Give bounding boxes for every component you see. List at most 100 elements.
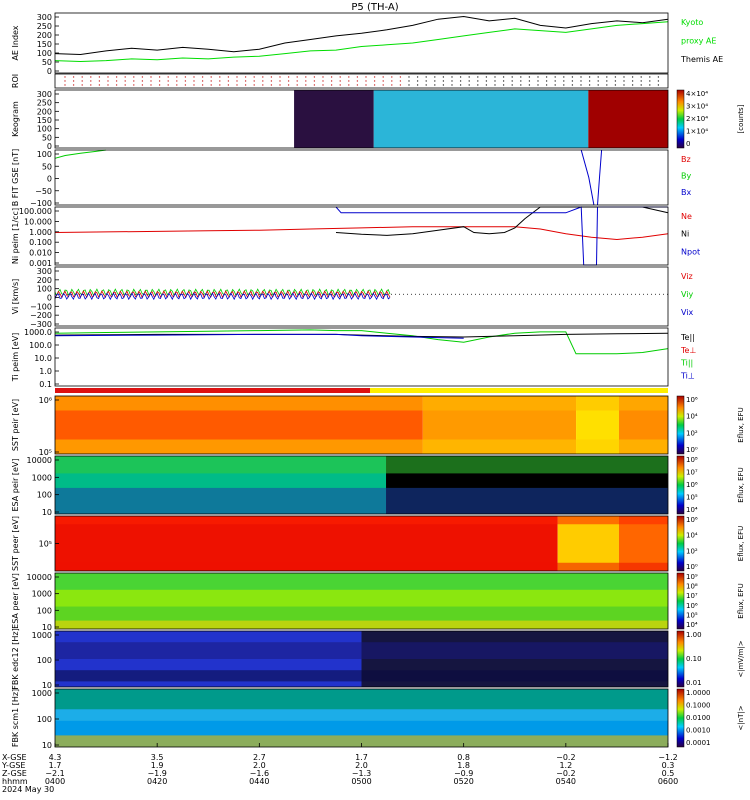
roi-dot xyxy=(98,80,101,82)
roi-dot xyxy=(442,76,445,78)
sst_ion-colorbar-tick: 10⁰ xyxy=(686,446,698,454)
bfield-legend-item: Bz xyxy=(681,155,691,164)
fbk_e-heat-band xyxy=(55,642,668,659)
roi-dot xyxy=(236,76,238,78)
density-series-line xyxy=(54,226,669,241)
fbk_b-heat-band xyxy=(55,720,668,736)
fbk_b-heat-band xyxy=(55,709,668,721)
esa_elec-colorbar-tick: 10⁴ xyxy=(686,621,698,629)
roi-dot xyxy=(502,84,505,86)
roi-dot xyxy=(330,84,333,86)
esa_elec-frame xyxy=(54,572,669,630)
density-ytick: 100.000 xyxy=(19,207,52,216)
temperature-legend-item: Ti|| xyxy=(680,359,693,368)
esa_ion-heat-band xyxy=(55,456,668,474)
roi-dot xyxy=(356,76,359,78)
roi-dot xyxy=(649,84,651,86)
bottom-tick-value: −0.9 xyxy=(454,769,473,778)
roi-dot xyxy=(545,80,548,82)
keogram-ytick: 50 xyxy=(42,133,52,142)
temperature-frame xyxy=(54,327,669,387)
keogram-colorbar-tick: 2×10⁴ xyxy=(686,115,708,123)
bottom-tick-value: 2.0 xyxy=(253,761,266,770)
roi-dot xyxy=(236,84,238,86)
esa_ion-colorbar-tick: 10⁴ xyxy=(686,506,698,514)
bottom-tick-value: −1.9 xyxy=(147,769,166,778)
bfield-ytick: 50 xyxy=(42,162,52,171)
roi-dot xyxy=(373,84,376,86)
roi-dot xyxy=(623,76,625,78)
roi-dot xyxy=(554,76,556,78)
fbk_e-ytick: 10 xyxy=(42,681,52,690)
keogram-ytick: 150 xyxy=(37,116,52,125)
density-ytick: 0.001 xyxy=(29,259,52,268)
ae-ytick: 300 xyxy=(37,13,52,22)
roi-dot xyxy=(193,84,195,86)
bfield-series-line xyxy=(580,149,595,206)
temperature-series-line xyxy=(54,329,669,355)
density-ylabel: Ni peim [1/cc] xyxy=(11,208,20,264)
roi-dot xyxy=(167,84,169,86)
esa_elec-ytick: 100 xyxy=(37,606,52,615)
roi-dot xyxy=(176,76,178,78)
esa_elec-colorbar-tick: 10⁹ xyxy=(686,573,698,581)
ae-series-line xyxy=(54,21,669,63)
roi-dot xyxy=(459,76,462,78)
roi-dot xyxy=(588,76,591,78)
fbk_b-colorbar-tick: 0.0001 xyxy=(686,739,711,747)
roi-dot xyxy=(201,84,204,86)
ae-frame xyxy=(54,12,669,74)
roi-dot xyxy=(537,84,539,86)
roi-dot xyxy=(296,80,298,82)
fbk_b-heat-band xyxy=(55,689,668,710)
roi-dot xyxy=(554,84,556,86)
roi-dot xyxy=(571,84,574,86)
roi-dot xyxy=(416,76,419,78)
roi-dot xyxy=(124,80,126,82)
roi-dot xyxy=(356,84,359,86)
roi-dot xyxy=(468,84,470,86)
roi-dot xyxy=(253,80,255,82)
roi-dot xyxy=(227,76,230,78)
keogram-colorbar-tick: 4×10⁴ xyxy=(686,90,708,98)
sst_ion-ytick: 10⁶ xyxy=(39,396,52,405)
mode-strip-yellow xyxy=(370,388,668,393)
velocity-legend-item: Viy xyxy=(681,290,694,299)
roi-dot xyxy=(98,84,101,86)
roi-dot xyxy=(614,84,617,86)
roi-dot xyxy=(158,76,161,78)
roi-dot xyxy=(657,76,660,78)
keogram-ylabel: Keogram xyxy=(11,101,20,137)
roi-dot xyxy=(262,76,264,78)
density-ytick: 1.000 xyxy=(29,228,52,237)
roi-dot xyxy=(502,76,505,78)
keogram-ytick: 300 xyxy=(37,90,52,99)
bottom-tick-value: 1.7 xyxy=(355,753,368,762)
bottom-tick-value: 0440 xyxy=(249,777,269,786)
bottom-tick-value: 4.3 xyxy=(49,753,62,762)
roi-dot xyxy=(520,80,522,82)
roi-dot xyxy=(571,76,574,78)
roi-dot xyxy=(339,80,341,82)
roi-dot xyxy=(227,80,230,82)
roi-dot xyxy=(339,84,341,86)
roi-dot xyxy=(210,76,212,78)
roi-dot xyxy=(279,76,281,78)
sst_elec-colorbar-tick: 10⁶ xyxy=(686,516,698,524)
sst_ion-colorbar-tick: 10⁴ xyxy=(686,413,698,421)
panel-keogram: 4×10⁴ 3×10⁴ 2×10⁴ 1×10⁴ 0 [counts] 30025020015… xyxy=(11,89,745,151)
density-frame xyxy=(54,206,669,266)
sst_elec-heat-band xyxy=(55,516,668,525)
roi-dot xyxy=(81,80,83,82)
density-legend-item: Ne xyxy=(681,212,692,221)
roi-dot xyxy=(305,84,307,86)
sst_ion-frame xyxy=(54,395,669,455)
bfield-legend-item: Bx xyxy=(681,188,691,197)
roi-dot xyxy=(296,76,298,78)
sst_elec-colorbar-tick: 10⁰ xyxy=(686,563,698,571)
roi-dot xyxy=(365,80,367,82)
bottom-tick-value: 0420 xyxy=(147,777,167,786)
fbk_b-colorbar-tick: 0.0010 xyxy=(686,727,711,735)
velocity-ylabel: Vi [km/s] xyxy=(11,279,20,315)
